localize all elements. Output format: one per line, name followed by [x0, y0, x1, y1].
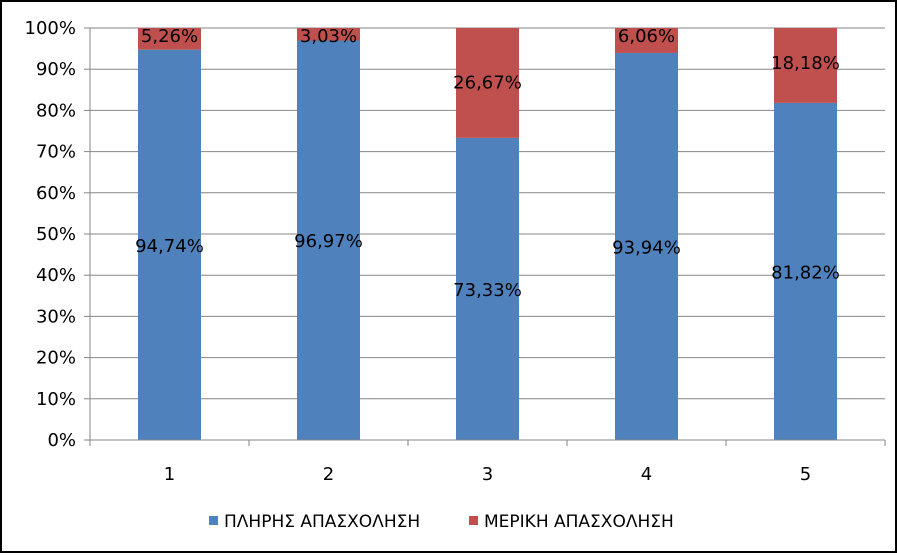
- x-tick-label: 1: [164, 464, 175, 485]
- data-label: 94,74%: [135, 236, 204, 257]
- bar-segment: [456, 137, 519, 440]
- bar-segment: [774, 102, 837, 440]
- x-tick-label: 2: [323, 464, 334, 485]
- data-label: 73,33%: [453, 280, 522, 301]
- y-tick-label: 30%: [36, 306, 76, 327]
- bar-segment: [774, 28, 837, 103]
- data-label: 3,03%: [300, 26, 357, 47]
- data-label: 18,18%: [771, 53, 840, 74]
- data-labels: 94,74% 5,26% 96,97% 3,03% 73,33% 26,67% 93,94%…: [135, 26, 840, 301]
- data-label: 6,06%: [618, 26, 675, 47]
- legend-swatch: [469, 516, 478, 525]
- y-tick-label: 60%: [36, 183, 76, 204]
- bar-segment: [456, 28, 519, 138]
- legend-swatch: [209, 516, 218, 525]
- y-tick-label: 100%: [25, 18, 76, 39]
- y-tick-label: 90%: [36, 59, 76, 80]
- y-axis-ticks: 0% 10% 20% 30% 40% 50% 60% 70% 80% 90% 100%: [25, 18, 90, 451]
- data-label: 5,26%: [141, 26, 198, 47]
- data-label: 93,94%: [612, 237, 681, 258]
- legend-label: ΜΕΡΙΚΗ ΑΠΑΣΧΟΛΗΣΗ: [484, 512, 674, 532]
- axes: [89, 28, 885, 441]
- bar-segment: [615, 28, 678, 53]
- bar-segment: [615, 52, 678, 441]
- x-tick-label: 5: [800, 464, 811, 485]
- x-tick-label: 4: [641, 464, 652, 485]
- data-label: 81,82%: [771, 262, 840, 283]
- y-tick-label: 10%: [36, 389, 76, 410]
- bar-segment: [297, 40, 360, 440]
- y-tick-label: 40%: [36, 265, 76, 286]
- y-tick-label: 50%: [36, 224, 76, 245]
- y-tick-label: 20%: [36, 348, 76, 369]
- data-label: 26,67%: [453, 72, 522, 93]
- bars: [138, 28, 837, 441]
- legend: ΠΛΗΡΗΣ ΑΠΑΣΧΟΛΗΣΗ ΜΕΡΙΚΗ ΑΠΑΣΧΟΛΗΣΗ: [209, 512, 674, 532]
- y-tick-label: 0%: [47, 430, 76, 451]
- bar-segment: [138, 49, 201, 440]
- bar-segment: [138, 28, 201, 50]
- bar-segment: [297, 28, 360, 41]
- x-tick-label: 3: [482, 464, 493, 485]
- data-label: 96,97%: [294, 231, 363, 252]
- legend-label: ΠΛΗΡΗΣ ΑΠΑΣΧΟΛΗΣΗ: [224, 512, 420, 532]
- y-tick-label: 70%: [36, 142, 76, 163]
- y-tick-label: 80%: [36, 100, 76, 121]
- x-axis-ticks: 1 2 3 4 5: [89, 440, 886, 485]
